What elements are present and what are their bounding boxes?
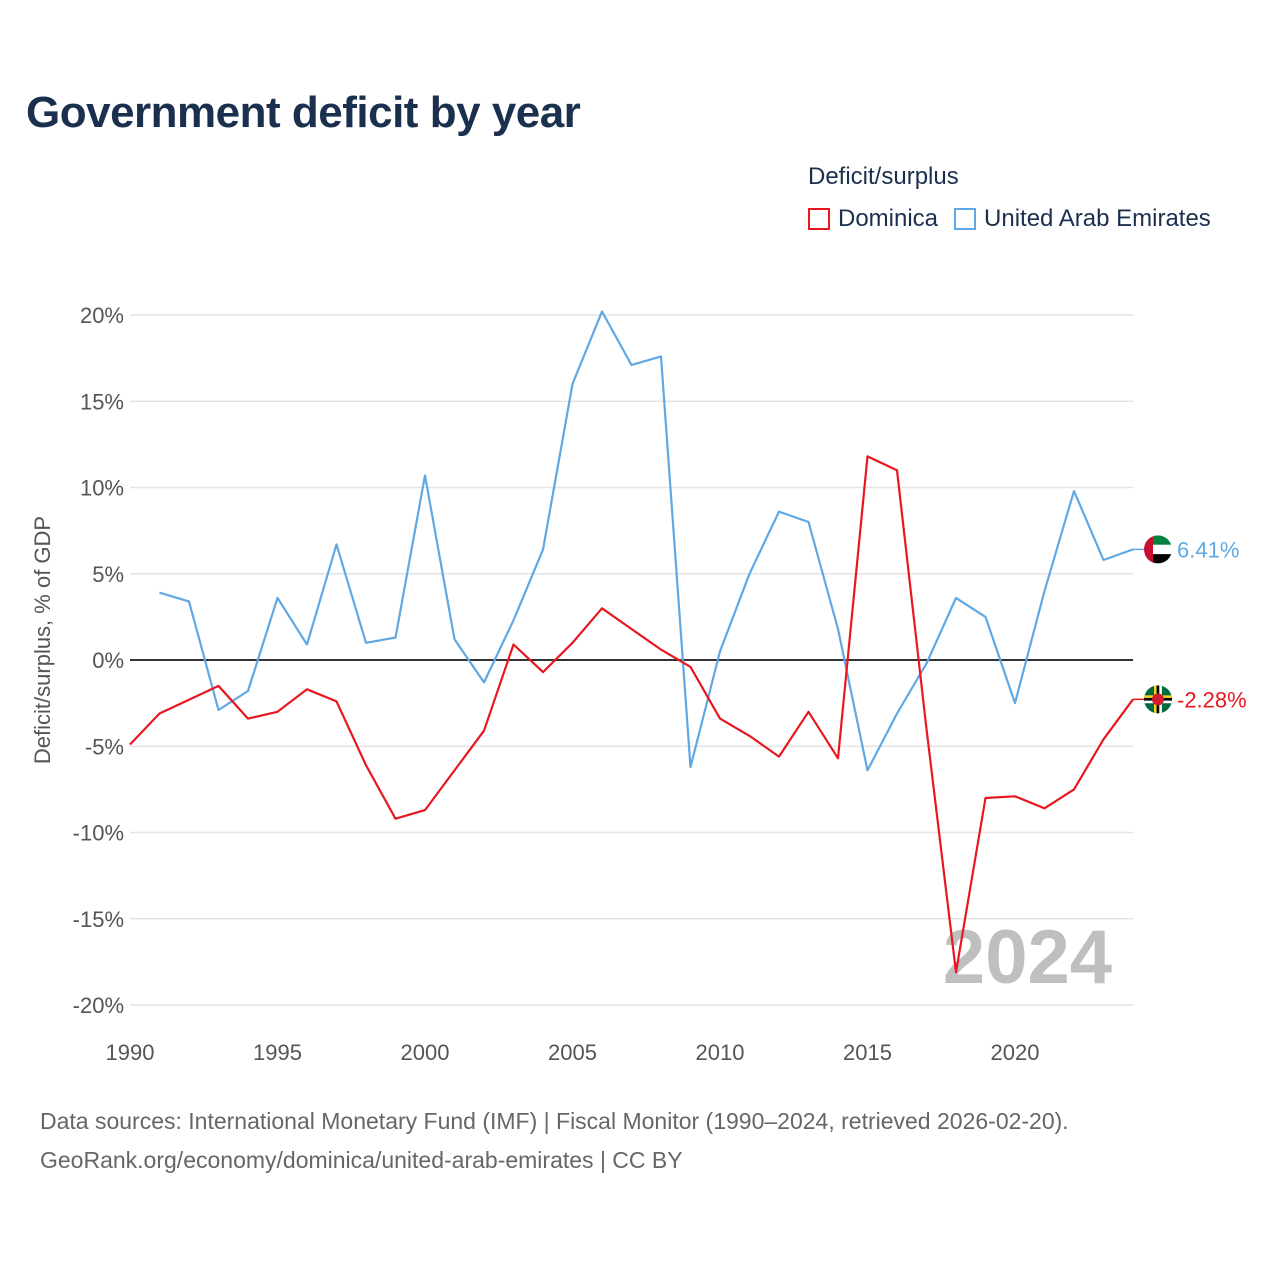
year-watermark: 2024 bbox=[943, 915, 1112, 1000]
legend-label-dominica: Dominica bbox=[838, 205, 939, 232]
y-tick-label: -10% bbox=[73, 821, 124, 846]
legend: Dominica United Arab Emirates bbox=[808, 205, 1227, 233]
x-tick-label: 1995 bbox=[253, 1040, 302, 1065]
end-value-label: -2.28% bbox=[1177, 687, 1247, 712]
footer-link[interactable]: GeoRank.org/economy/dominica/united-arab… bbox=[40, 1147, 683, 1173]
y-tick-label: 20% bbox=[80, 303, 124, 328]
x-tick-label: 1990 bbox=[106, 1040, 155, 1065]
chart-title: Government deficit by year bbox=[26, 88, 581, 137]
end-value-label: 6.41% bbox=[1177, 537, 1239, 562]
footer-sources: Data sources: International Monetary Fun… bbox=[40, 1108, 1069, 1134]
series-lines bbox=[129, 310, 1134, 974]
end-markers: -2.28% 6.41% bbox=[1133, 535, 1247, 714]
legend-item-uae[interactable]: United Arab Emirates bbox=[954, 205, 1211, 233]
series-line-uae bbox=[159, 310, 1134, 772]
y-tick-label: 5% bbox=[92, 562, 124, 587]
legend-label-uae: United Arab Emirates bbox=[984, 205, 1211, 232]
y-axis-label: Deficit/surplus, % of GDP bbox=[30, 516, 55, 764]
x-tick-labels: 1990 1995 2000 2005 2010 2015 2020 bbox=[106, 1040, 1040, 1065]
x-tick-label: 2010 bbox=[696, 1040, 745, 1065]
dominica-flag-icon bbox=[1144, 685, 1172, 714]
y-tick-label: -20% bbox=[73, 993, 124, 1018]
legend-swatch-uae bbox=[954, 208, 977, 230]
x-tick-label: 2015 bbox=[843, 1040, 892, 1065]
y-tick-label: -5% bbox=[85, 734, 124, 759]
y-tick-label: 10% bbox=[80, 476, 124, 501]
legend-title: Deficit/surplus bbox=[808, 163, 959, 190]
y-tick-label: 0% bbox=[92, 648, 124, 673]
x-tick-label: 2000 bbox=[401, 1040, 450, 1065]
y-tick-labels: 20% 15% 10% 5% 0% -5% -10% -15% -20% bbox=[73, 303, 124, 1018]
series-line-dominica bbox=[129, 455, 1134, 974]
uae-flag-icon bbox=[1144, 535, 1172, 564]
y-tick-label: -15% bbox=[73, 907, 124, 932]
x-tick-label: 2020 bbox=[991, 1040, 1040, 1065]
legend-item-dominica[interactable]: Dominica bbox=[808, 205, 938, 233]
x-tick-label: 2005 bbox=[548, 1040, 597, 1065]
y-tick-label: 15% bbox=[80, 389, 124, 414]
legend-swatch-dominica bbox=[808, 208, 830, 230]
